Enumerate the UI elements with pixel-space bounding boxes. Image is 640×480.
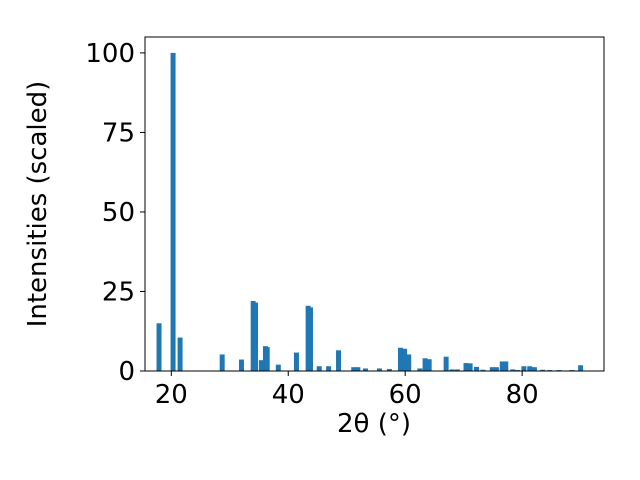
bar (219, 354, 225, 371)
x-tick-label: 60 (389, 380, 422, 410)
bar (253, 302, 259, 371)
bar (521, 366, 527, 371)
bar (406, 354, 412, 371)
bar (474, 366, 480, 371)
bar (316, 366, 322, 371)
y-tick-label: 25 (102, 277, 135, 307)
bar (527, 366, 533, 371)
bar (402, 348, 408, 371)
bar (398, 347, 404, 371)
bar (540, 369, 546, 371)
bar (177, 337, 183, 371)
y-tick-label: 75 (102, 118, 135, 148)
bar (351, 367, 357, 371)
bar (156, 323, 162, 371)
bar (493, 367, 499, 371)
bar (258, 360, 264, 371)
bar (386, 369, 392, 371)
bar (362, 368, 368, 371)
bar (417, 368, 423, 371)
bar (336, 350, 342, 371)
bar (467, 363, 473, 371)
bar (170, 52, 176, 372)
bar (293, 352, 299, 371)
bar (264, 347, 270, 371)
bar (449, 369, 455, 371)
x-tick-label: 20 (155, 380, 188, 410)
bar (503, 361, 509, 371)
bar (307, 307, 313, 371)
plot-frame (144, 36, 605, 372)
y-tick-label: 100 (85, 39, 135, 69)
bar (422, 358, 428, 371)
bar (463, 363, 469, 371)
bar (355, 367, 361, 371)
bar (499, 361, 505, 371)
bar (376, 368, 382, 371)
bar (426, 359, 432, 371)
bar (275, 364, 281, 371)
y-tick-label: 0 (118, 357, 135, 387)
bar (510, 369, 516, 371)
y-axis-label: Intensities (scaled) (23, 81, 53, 328)
bar (454, 369, 460, 371)
y-tick-label: 50 (102, 198, 135, 228)
bar (443, 356, 449, 371)
bar (489, 367, 495, 371)
x-axis-label: 2θ (°) (337, 409, 411, 439)
bar (326, 366, 332, 371)
x-tick-label: 80 (506, 380, 539, 410)
bar (578, 365, 584, 371)
x-tick-label: 40 (272, 380, 305, 410)
bar (238, 359, 244, 371)
bar (531, 367, 537, 371)
bar (480, 369, 486, 371)
